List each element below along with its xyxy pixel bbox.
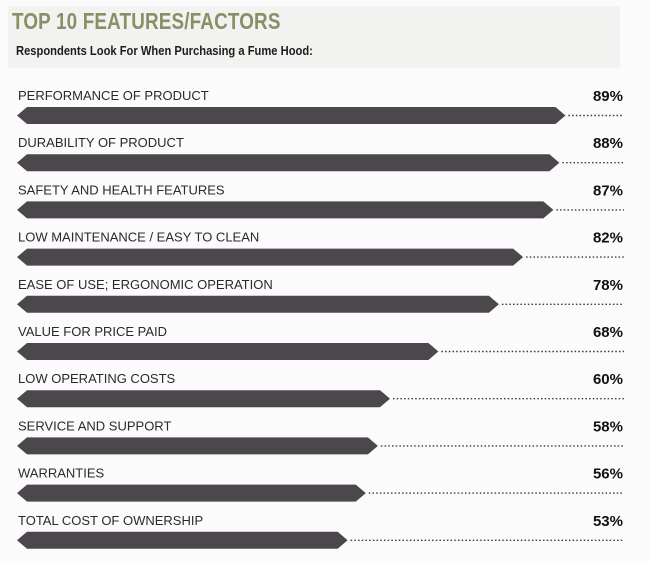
bar bbox=[17, 531, 348, 549]
category-label: SAFETY AND HEALTH FEATURES bbox=[18, 182, 225, 197]
category-label: VALUE FOR PRICE PAID bbox=[18, 324, 167, 339]
category-label: WARRANTIES bbox=[18, 466, 105, 481]
value-label: 87% bbox=[593, 182, 623, 199]
value-label: 56% bbox=[593, 466, 623, 483]
bar-row: EASE OF USE; ERGONOMIC OPERATION 78% bbox=[17, 277, 624, 313]
bar-row: VALUE FOR PRICE PAID 68% bbox=[17, 324, 624, 360]
bar-row: WARRANTIES 56% bbox=[17, 466, 624, 502]
category-label: EASE OF USE; ERGONOMIC OPERATION bbox=[18, 277, 273, 292]
bar bbox=[17, 248, 524, 266]
bar-row: PERFORMANCE OF PRODUCT 89% bbox=[17, 88, 624, 124]
category-label: LOW OPERATING COSTS bbox=[18, 371, 176, 386]
category-label: DURABILITY OF PRODUCT bbox=[18, 135, 184, 150]
category-label: PERFORMANCE OF PRODUCT bbox=[18, 88, 209, 103]
bar bbox=[17, 201, 554, 219]
value-label: 53% bbox=[593, 513, 623, 530]
category-label: SERVICE AND SUPPORT bbox=[18, 418, 171, 433]
bar bbox=[17, 484, 366, 502]
value-label: 78% bbox=[593, 277, 623, 294]
value-label: 60% bbox=[593, 371, 623, 388]
bar bbox=[17, 154, 560, 172]
bar-row: DURABILITY OF PRODUCT 88% bbox=[17, 135, 624, 172]
bar-row: LOW MAINTENANCE / EASY TO CLEAN 82% bbox=[17, 230, 624, 266]
bar bbox=[17, 107, 566, 124]
value-label: 88% bbox=[593, 135, 623, 152]
category-label: TOTAL COST OF OWNERSHIP bbox=[18, 513, 203, 528]
bar-row: SAFETY AND HEALTH FEATURES 87% bbox=[17, 182, 624, 219]
bar bbox=[17, 343, 439, 360]
chart-title: TOP 10 FEATURES/FACTORS bbox=[12, 8, 281, 34]
bar-row: LOW OPERATING COSTS 60% bbox=[17, 371, 624, 408]
value-label: 89% bbox=[593, 88, 623, 105]
bar-row: SERVICE AND SUPPORT 58% bbox=[17, 418, 624, 455]
bar bbox=[17, 390, 390, 408]
bar-row: TOTAL COST OF OWNERSHIP 53% bbox=[17, 513, 624, 549]
value-label: 82% bbox=[593, 230, 623, 247]
value-label: 68% bbox=[593, 324, 623, 341]
bar bbox=[17, 437, 378, 455]
header-band bbox=[8, 6, 620, 68]
category-label: LOW MAINTENANCE / EASY TO CLEAN bbox=[18, 230, 259, 245]
value-label: 58% bbox=[593, 418, 623, 435]
chart-subtitle: Respondents Look For When Purchasing a F… bbox=[16, 43, 313, 58]
bar bbox=[17, 295, 499, 313]
